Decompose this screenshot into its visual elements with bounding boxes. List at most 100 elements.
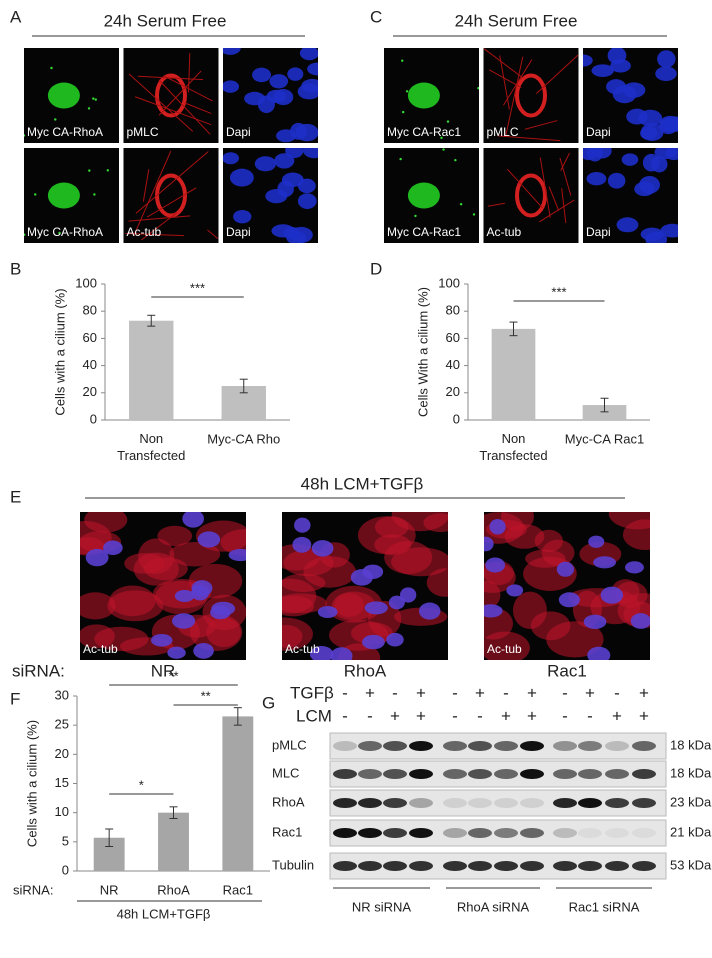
blot-band bbox=[358, 828, 382, 838]
cell bbox=[407, 182, 440, 209]
nucleus bbox=[418, 602, 441, 620]
y-tick-label: 100 bbox=[438, 275, 460, 290]
blot-band bbox=[494, 828, 518, 838]
fiber bbox=[187, 53, 191, 93]
blot-band bbox=[443, 861, 467, 871]
blot-band bbox=[358, 769, 382, 779]
cytoskeleton bbox=[391, 512, 448, 532]
nucleus bbox=[252, 67, 271, 83]
fiber bbox=[539, 157, 551, 218]
nucleus bbox=[640, 126, 658, 140]
micrograph bbox=[282, 512, 448, 660]
y-tick-label: 10 bbox=[55, 804, 69, 819]
micrograph-content bbox=[24, 169, 109, 236]
nucleus bbox=[150, 633, 173, 647]
treatment-sign: + bbox=[416, 706, 426, 725]
treatment-sign: - bbox=[342, 706, 348, 725]
blot-band bbox=[520, 769, 544, 779]
image-label: Dapi bbox=[226, 125, 251, 139]
treatment-sign: - bbox=[452, 683, 458, 702]
micrograph bbox=[384, 48, 479, 143]
cytoskeleton bbox=[107, 590, 164, 622]
x-tick-label: Non Transfected bbox=[479, 431, 547, 463]
micrograph-content bbox=[401, 59, 479, 140]
blot-band bbox=[605, 828, 629, 838]
panel-letter: C bbox=[370, 7, 382, 26]
speck bbox=[58, 231, 61, 235]
cytoskeleton bbox=[541, 539, 575, 566]
significance-label: *** bbox=[190, 280, 205, 295]
fiber bbox=[128, 73, 194, 132]
micrograph-content bbox=[24, 66, 97, 137]
nucleus bbox=[388, 595, 405, 610]
treatment-sign: - bbox=[614, 683, 620, 702]
speck bbox=[87, 107, 91, 110]
y-tick-label: 80 bbox=[446, 303, 460, 318]
treatment-sign: - bbox=[367, 706, 373, 725]
blot-band bbox=[494, 798, 518, 808]
fiber bbox=[487, 202, 505, 207]
nucleus bbox=[285, 148, 304, 159]
image-label: Ac-tub bbox=[487, 225, 522, 239]
blot-band bbox=[553, 741, 577, 751]
cytoskeleton bbox=[84, 512, 128, 533]
bar bbox=[582, 405, 627, 420]
significance-label: * bbox=[139, 777, 144, 792]
nucleus bbox=[85, 548, 109, 567]
treatment-label: TGFβ bbox=[290, 683, 334, 702]
nucleus bbox=[610, 59, 631, 73]
micrograph bbox=[123, 148, 219, 243]
blot-band bbox=[383, 798, 407, 808]
fiber bbox=[163, 75, 213, 102]
fiber bbox=[524, 120, 558, 130]
bar bbox=[491, 328, 536, 420]
treatment-sign: - bbox=[342, 683, 348, 702]
fiber bbox=[135, 151, 209, 214]
blot-band bbox=[333, 769, 357, 779]
micrograph bbox=[223, 148, 318, 243]
bar bbox=[158, 812, 189, 871]
nucleus bbox=[591, 64, 614, 77]
group-label: RhoA siRNA bbox=[457, 899, 530, 914]
nucleus bbox=[182, 512, 204, 528]
nucleus bbox=[350, 569, 373, 586]
nucleus bbox=[197, 531, 221, 548]
cytoskeleton bbox=[282, 573, 326, 592]
nucleus bbox=[193, 642, 214, 659]
nucleus bbox=[587, 646, 611, 660]
nucleus bbox=[364, 601, 388, 615]
blot-band bbox=[553, 769, 577, 779]
nucleus bbox=[645, 231, 668, 243]
y-tick-label: 0 bbox=[453, 411, 460, 426]
x-tick-label: NR bbox=[100, 882, 119, 897]
nucleus bbox=[254, 156, 277, 172]
blot-band bbox=[443, 769, 467, 779]
y-tick-label: 60 bbox=[446, 330, 460, 345]
nucleus bbox=[657, 50, 676, 68]
nucleus bbox=[630, 613, 650, 629]
treatment-sign: + bbox=[527, 706, 537, 725]
x-tick-label: Rac1 bbox=[223, 882, 253, 897]
y-axis-label: Cells with a cilium (%) bbox=[24, 720, 39, 847]
blot-band bbox=[409, 769, 433, 779]
blot-row-label: Tubulin bbox=[272, 857, 314, 872]
bar bbox=[222, 716, 254, 871]
nucleus bbox=[223, 80, 239, 93]
nucleus bbox=[299, 48, 318, 61]
blot-band bbox=[632, 798, 656, 808]
micrograph-content bbox=[487, 152, 575, 224]
row-label: siRNA: bbox=[12, 661, 65, 680]
speck bbox=[401, 59, 404, 62]
nucleus bbox=[624, 561, 644, 574]
blot-size-label: 53 kDa bbox=[670, 857, 712, 872]
y-tick-label: 60 bbox=[83, 330, 97, 345]
blot-band bbox=[468, 828, 492, 838]
blot-band bbox=[333, 798, 357, 808]
treatment-sign: + bbox=[527, 683, 537, 702]
nucleus bbox=[294, 517, 311, 533]
blot-band bbox=[383, 769, 407, 779]
fiber bbox=[207, 229, 219, 240]
speck bbox=[24, 233, 26, 236]
blot-band bbox=[578, 828, 602, 838]
nucleus bbox=[484, 604, 503, 618]
